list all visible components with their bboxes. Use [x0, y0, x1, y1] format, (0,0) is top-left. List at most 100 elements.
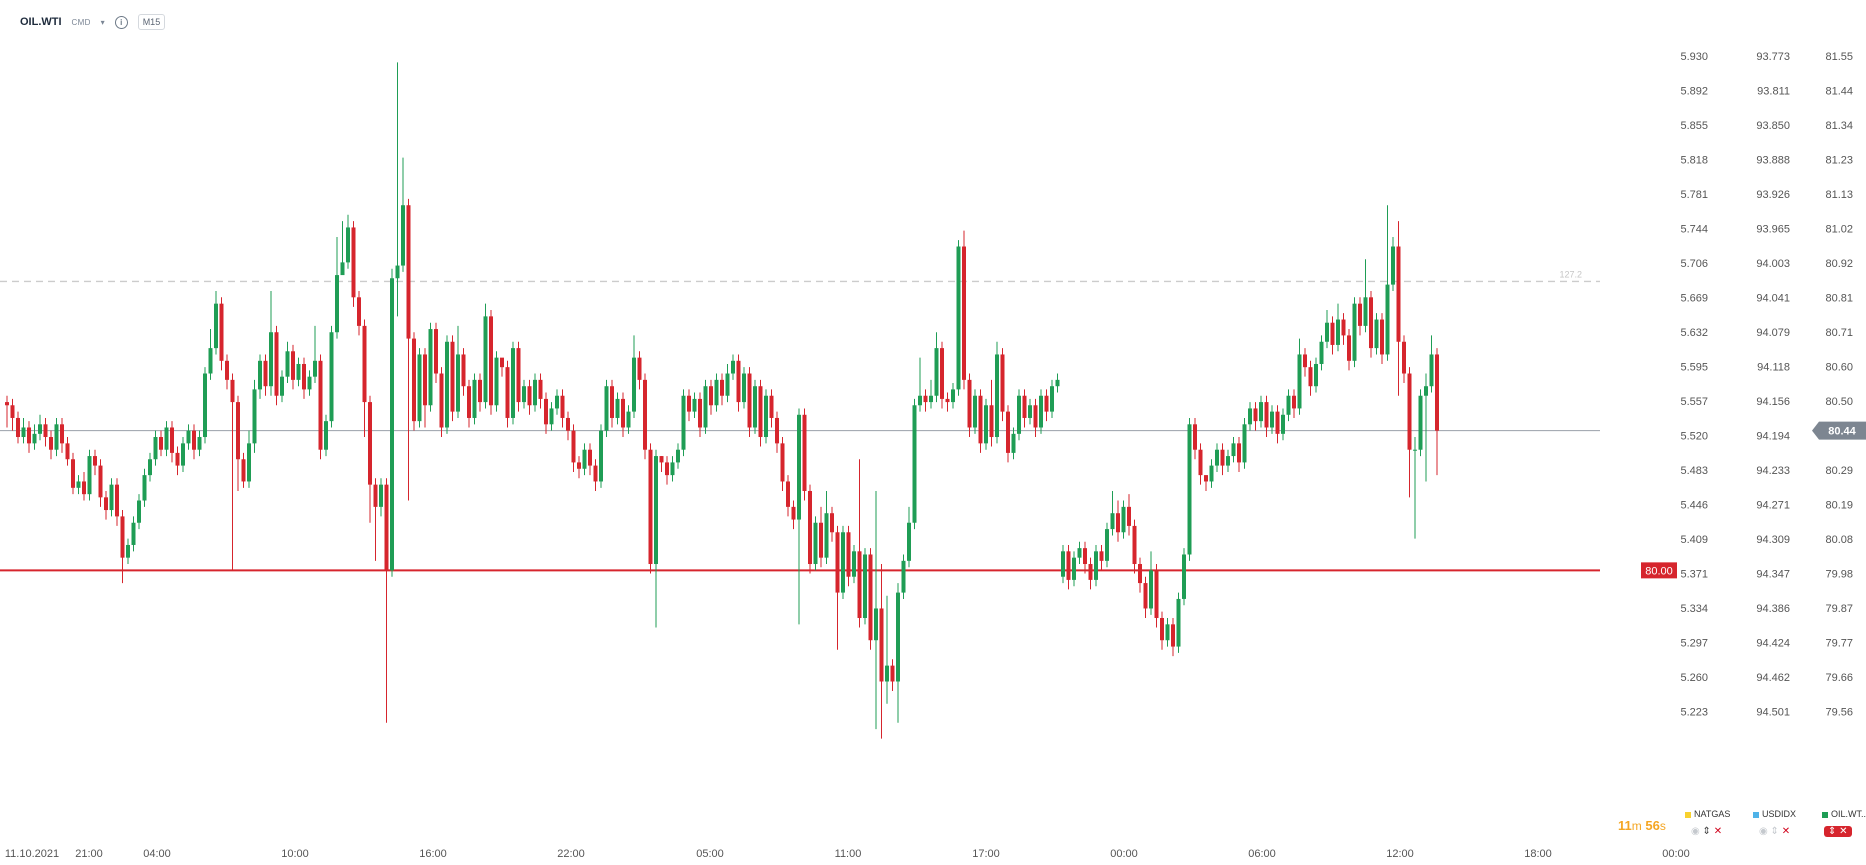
legend-natgas[interactable]: NATGAS: [1685, 809, 1730, 819]
candle: [203, 367, 207, 444]
candle-body: [379, 484, 383, 507]
axis-tick-natgas: 5.818: [1680, 155, 1708, 167]
candle-body: [142, 475, 147, 501]
candle: [1110, 490, 1115, 536]
candle: [1391, 236, 1395, 291]
candle-body: [769, 395, 774, 418]
candle: [665, 456, 669, 485]
legend-oilwti-controls[interactable]: ⇕ ✕: [1824, 826, 1852, 837]
candle: [93, 449, 97, 476]
candle: [252, 379, 257, 453]
axis-tick-usdidx: 94.501: [1756, 707, 1790, 719]
candle: [21, 417, 26, 444]
candle-body: [758, 386, 763, 438]
candle-body: [230, 379, 235, 403]
axis-tick-usdidx: 94.424: [1756, 638, 1790, 650]
axis-tick-natgas: 5.744: [1680, 224, 1708, 236]
reorder-icon[interactable]: ⇕: [1828, 826, 1837, 837]
chevron-down-icon[interactable]: ▾: [100, 17, 105, 27]
candle: [357, 290, 361, 336]
axis-tick-usdidx: 93.811: [1757, 86, 1790, 98]
candle: [1237, 437, 1241, 472]
candle-body: [978, 395, 983, 444]
candle-body: [940, 348, 944, 399]
candle: [769, 389, 774, 428]
candle: [775, 411, 779, 453]
level-tag-80[interactable]: [1641, 562, 1677, 579]
candle: [923, 389, 928, 412]
candle: [582, 443, 587, 476]
candle-body: [1264, 402, 1269, 428]
legend-natgas-controls[interactable]: ◉ ⇕ ✕: [1691, 826, 1722, 837]
candle-body: [1286, 395, 1291, 415]
candle-body: [648, 449, 653, 565]
candle: [1033, 398, 1038, 438]
info-icon[interactable]: i: [114, 15, 128, 29]
legend-usdidx-controls[interactable]: ◉ ⇕ ✕: [1759, 826, 1790, 837]
axis-tick-natgas: 5.520: [1680, 431, 1708, 443]
candle-body: [692, 398, 697, 412]
axis-tick-usdidx: 93.926: [1756, 189, 1790, 201]
candle-body: [439, 373, 444, 428]
close-icon[interactable]: ✕: [1781, 826, 1791, 837]
candle-body: [1429, 354, 1434, 387]
candle: [445, 335, 449, 434]
candle: [1220, 443, 1225, 476]
close-icon[interactable]: ✕: [1839, 826, 1848, 837]
candle: [82, 471, 86, 501]
reorder-icon[interactable]: ⇕: [1770, 826, 1779, 837]
candle: [505, 360, 510, 428]
candle: [1407, 367, 1412, 498]
candle-body: [890, 665, 895, 682]
close-icon[interactable]: ✕: [1713, 826, 1723, 837]
candle-body: [131, 522, 136, 545]
candle-body: [1154, 570, 1159, 618]
candle-body: [951, 389, 955, 403]
candle-body: [560, 395, 565, 418]
candle-body: [296, 363, 301, 380]
candle-body: [615, 398, 620, 418]
candle-body: [1006, 411, 1010, 453]
candle: [126, 538, 130, 565]
candle: [912, 398, 917, 530]
candle-body: [736, 360, 741, 403]
candle: [1105, 522, 1109, 568]
time-axis: 11.10.2021 21:00 04:00 10:00 16:00 22:00 05:00…: [5, 848, 1690, 860]
candle-body: [291, 351, 295, 380]
candle: [60, 417, 64, 453]
candle: [1435, 348, 1439, 476]
candle: [76, 475, 81, 495]
eye-icon[interactable]: ◉: [1691, 826, 1700, 837]
candle-body: [791, 506, 796, 520]
candle: [566, 411, 570, 441]
candle-body: [1204, 475, 1208, 482]
candle: [720, 373, 724, 406]
legend-oilwti[interactable]: OIL.WT..: [1822, 809, 1866, 819]
timeframe-button[interactable]: M15: [137, 14, 166, 30]
axis-tick-oil.wti: 80.08: [1825, 534, 1853, 546]
legend-usdidx[interactable]: USDIDX: [1753, 809, 1796, 819]
symbol-label[interactable]: OIL.WTI: [20, 16, 62, 28]
candle-body: [896, 592, 900, 682]
candle: [835, 525, 840, 650]
candle: [934, 332, 939, 403]
candle: [984, 398, 988, 450]
candle-body: [1176, 598, 1181, 647]
candle-body: [709, 386, 713, 406]
candle: [186, 424, 191, 450]
candle: [1132, 519, 1137, 574]
candle-body: [203, 373, 207, 438]
candle-body: [10, 405, 15, 418]
candle-body: [456, 354, 460, 412]
candle: [533, 373, 537, 412]
candle-body: [835, 532, 840, 593]
candle: [1281, 408, 1285, 441]
eye-icon[interactable]: ◉: [1759, 826, 1768, 837]
price-tags: 80.00 80.44: [1641, 421, 1866, 579]
candle: [1000, 348, 1005, 422]
candle-body: [406, 205, 411, 339]
reorder-icon[interactable]: ⇕: [1702, 826, 1711, 837]
time-tick: 22:00: [557, 848, 585, 860]
candle: [1083, 541, 1087, 574]
